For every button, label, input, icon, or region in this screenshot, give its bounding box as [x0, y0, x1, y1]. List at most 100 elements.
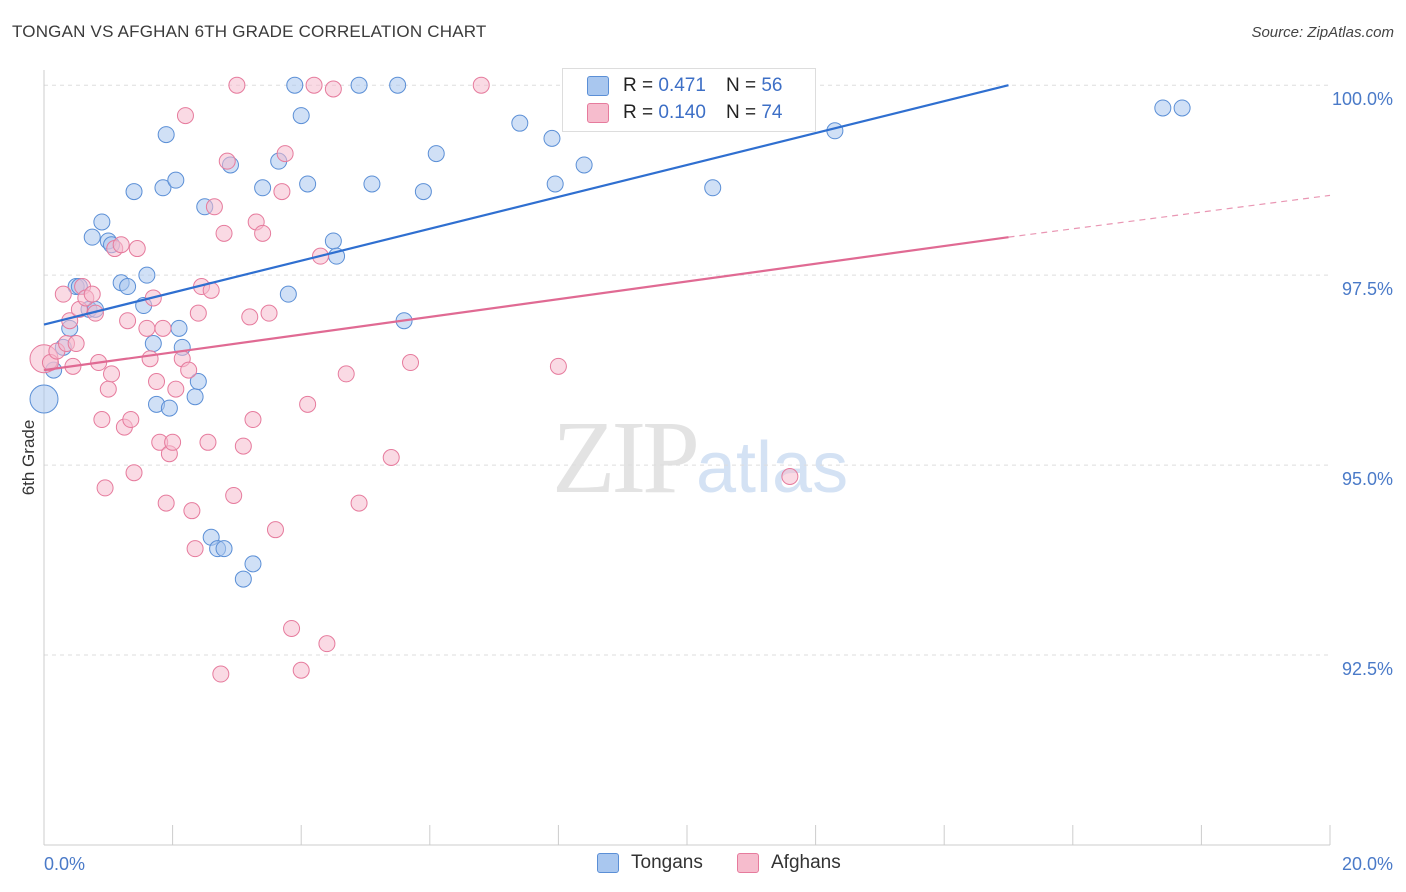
afghan-point [299, 395, 317, 413]
tongan-point [389, 76, 407, 94]
tongan-trend-line [43, 84, 1009, 326]
afghan-point [273, 183, 291, 201]
source-label: Source: ZipAtlas.com [1251, 24, 1394, 41]
afghans-swatch [587, 103, 609, 123]
watermark-zip: ZIP [552, 400, 700, 515]
afghan-point [292, 661, 310, 679]
afghan-point [244, 411, 262, 429]
tongan-point [186, 388, 204, 406]
legend-afghans-label: Afghans [771, 852, 841, 873]
afghan-point [183, 502, 201, 520]
tongan-point [286, 76, 304, 94]
legend-item-tongans: Tongans [597, 852, 703, 874]
tongans-r-value: 0.471 [658, 75, 706, 96]
y-tick-label: 100.0% [1332, 89, 1393, 109]
afghan-point [125, 464, 143, 482]
afghan-point [199, 433, 217, 451]
legend-row-afghans: R = 0.140 N = 74 [587, 100, 782, 126]
afghans-n-value: 74 [761, 102, 783, 123]
afghan-point [54, 285, 72, 303]
afghan-point [337, 365, 355, 383]
afghan-point [283, 619, 301, 637]
afghan-trend-extension [1008, 194, 1331, 238]
x-tick-label-min: 0.0% [44, 854, 85, 874]
afghan-point [167, 380, 185, 398]
tongan-point [350, 76, 368, 94]
tongan-point [160, 399, 178, 417]
tongan-point [414, 183, 432, 201]
afghan-point [189, 304, 207, 322]
afghan-point [228, 76, 246, 94]
tongans-n-value: 56 [761, 75, 783, 96]
tongan-point [704, 179, 722, 197]
tongan-point [254, 179, 272, 197]
afghans-r-label: R = [623, 102, 654, 123]
afghan-point [215, 224, 233, 242]
tongan-point [215, 540, 233, 558]
legend-item-afghans: Afghans [737, 852, 841, 874]
tongans-n-label: N = [725, 75, 757, 96]
afghan-point [157, 494, 175, 512]
afghan-point [260, 304, 278, 322]
tongan-point [299, 175, 317, 193]
tongan-point [1173, 99, 1191, 117]
afghan-trend-line [43, 236, 1009, 372]
afghan-point [67, 335, 85, 353]
afghan-point [93, 411, 111, 429]
tongan-point [292, 107, 310, 125]
afghan-point [138, 319, 156, 337]
tongan-point [144, 335, 162, 353]
afghans-n-label: N = [725, 102, 757, 123]
tongan-point [279, 285, 297, 303]
chart-title: TONGAN VS AFGHAN 6TH GRADE CORRELATION C… [12, 22, 487, 41]
tongans-swatch [587, 76, 609, 96]
afghan-point [382, 449, 400, 466]
series-legend: Tongans Afghans [0, 852, 1406, 878]
afghan-point [186, 540, 204, 558]
tongan-point [167, 171, 185, 189]
tongan-point [157, 126, 175, 144]
tongan-point [125, 183, 143, 201]
tongan-point [29, 384, 59, 414]
tongan-point [83, 228, 101, 246]
tongan-point [154, 179, 172, 197]
afghan-point [212, 665, 230, 683]
afghan-point [549, 357, 567, 375]
afghan-point [350, 494, 368, 512]
afghan-point [176, 107, 194, 125]
tongan-point [189, 373, 207, 391]
afghan-point [99, 380, 117, 398]
afghan-point [83, 285, 101, 303]
tongan-point [511, 114, 529, 132]
afghan-point [305, 76, 323, 94]
tongan-point [119, 278, 137, 296]
tongan-point [543, 129, 561, 147]
tongan-point [427, 145, 445, 163]
afghan-point [472, 76, 490, 94]
afghan-point [112, 236, 130, 254]
afghan-point [266, 521, 284, 539]
y-tick-label: 97.5% [1342, 279, 1393, 299]
tongan-point [170, 319, 188, 337]
stats-legend: R = 0.471 N = 56 R = 0.140 N = 74 [562, 68, 816, 132]
afghan-point [318, 635, 336, 653]
afghan-point [241, 308, 259, 326]
y-axis-label: 6th Grade [19, 420, 38, 496]
watermark-atlas: atlas [696, 428, 849, 508]
tongan-point [234, 570, 252, 588]
afghan-point [218, 152, 236, 170]
legend-tongans-label: Tongans [631, 852, 703, 873]
afghan-point [254, 224, 272, 242]
afghan-point [180, 361, 198, 379]
afghan-point [205, 198, 223, 216]
x-tick-label-max: 20.0% [1342, 854, 1393, 874]
afghan-point [141, 350, 159, 368]
afghan-point [324, 80, 342, 98]
tongan-point [138, 266, 156, 284]
y-tick-label: 92.5% [1342, 659, 1393, 679]
afghan-point [103, 365, 121, 383]
y-tick-label: 95.0% [1342, 469, 1393, 489]
tongans-r-label: R = [623, 75, 654, 96]
afghans-r-value: 0.140 [658, 102, 706, 123]
